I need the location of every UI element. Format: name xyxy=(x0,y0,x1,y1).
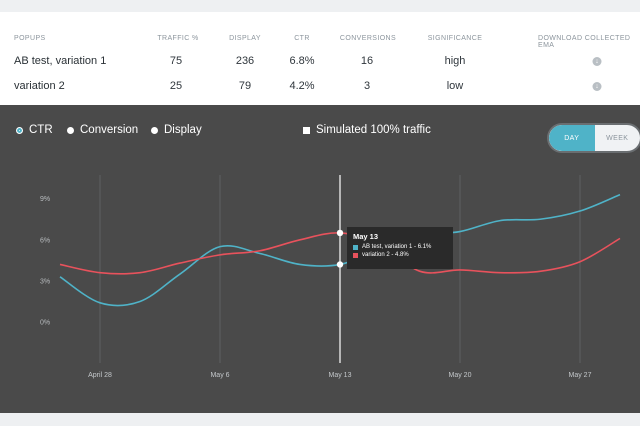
legend-ctr-label: CTR xyxy=(29,124,53,136)
toggle-week[interactable]: WEEK xyxy=(606,134,629,142)
tooltip-row-series1: AB test, variation 1 - 6.1% xyxy=(353,244,447,250)
chart-tooltip: May 13 AB test, variation 1 - 6.1% varia… xyxy=(347,227,453,269)
checkbox-icon xyxy=(303,126,310,134)
legend-ctr-radio[interactable]: CTR xyxy=(16,124,53,136)
day-week-toggle[interactable]: DAY WEEK xyxy=(547,123,640,153)
radio-icon xyxy=(151,126,158,134)
header-traffic: TRAFFIC % xyxy=(157,35,199,42)
cursor-point-variation-2 xyxy=(336,229,344,237)
row-1-ctr: 6.8% xyxy=(289,55,315,67)
row-2-traffic: 25 xyxy=(169,80,183,92)
x-tick-label: May 27 xyxy=(569,372,592,379)
y-tick-label: 9% xyxy=(40,196,50,203)
y-tick-label: 6% xyxy=(40,237,50,244)
legend-display-radio[interactable]: Display xyxy=(151,124,202,136)
row-1-name[interactable]: AB test, variation 1 xyxy=(14,55,107,67)
y-tick-label: 0% xyxy=(40,320,50,327)
line-chart: April 28 May 6 May 13 May 20 May 27 0% 3% 6% 9% xyxy=(40,175,621,379)
download-icon[interactable]: ↓ xyxy=(592,57,602,66)
row-1-conversions: 16 xyxy=(360,55,374,67)
header-download: DOWNLOAD COLLECTED EMA xyxy=(538,35,631,49)
row-1-traffic: 75 xyxy=(169,55,183,67)
radio-selected-icon xyxy=(16,126,23,134)
header-ctr: CTR xyxy=(294,35,310,42)
row-2-name[interactable]: variation 2 xyxy=(14,80,65,92)
x-tick-label: May 6 xyxy=(210,372,229,379)
legend-conversion-radio[interactable]: Conversion xyxy=(67,124,138,136)
tooltip-title: May 13 xyxy=(353,232,379,241)
cursor-point-variation-1 xyxy=(336,261,344,268)
teal-swatch-icon xyxy=(353,244,358,250)
radio-icon xyxy=(67,126,74,134)
header-display: DISPLAY xyxy=(229,35,261,42)
row-1-significance: high xyxy=(444,55,466,67)
header-popups: POPUPS xyxy=(14,35,46,42)
tooltip-series1-text: AB test, variation 1 - 6.1% xyxy=(362,244,432,250)
legend-conversion-label: Conversion xyxy=(80,124,139,136)
tooltip-series2-text: variation 2 - 4.8% xyxy=(362,252,409,258)
x-tick-label: May 13 xyxy=(329,372,352,379)
y-tick-label: 3% xyxy=(40,278,50,285)
simulated-traffic-checkbox[interactable]: Simulated 100% traffic xyxy=(303,124,431,136)
row-2-significance: low xyxy=(446,80,464,92)
row-2-display: 79 xyxy=(238,80,252,92)
chart-panel: April 28 May 6 May 13 May 20 May 27 0% 3% 6% 9% … xyxy=(0,105,640,413)
x-tick-label: April 28 xyxy=(88,372,112,379)
red-swatch-icon xyxy=(353,252,358,258)
simulated-traffic-label: Simulated 100% traffic xyxy=(316,124,431,136)
download-icon[interactable]: ↓ xyxy=(592,82,602,91)
row-2-conversions: 3 xyxy=(363,80,371,92)
popups-table: POPUPS TRAFFIC % DISPLAY CTR CONVERSIONS… xyxy=(0,12,640,105)
toggle-day[interactable]: DAY xyxy=(549,125,595,151)
row-2-ctr: 4.2% xyxy=(289,80,315,92)
header-conversions: CONVERSIONS xyxy=(339,35,397,42)
row-1-display: 236 xyxy=(235,55,255,67)
x-tick-label: May 20 xyxy=(449,372,472,379)
tooltip-row-series2: variation 2 - 4.8% xyxy=(353,252,447,258)
legend-display-label: Display xyxy=(164,124,202,136)
header-significance: SIGNIFICANCE xyxy=(427,35,483,42)
